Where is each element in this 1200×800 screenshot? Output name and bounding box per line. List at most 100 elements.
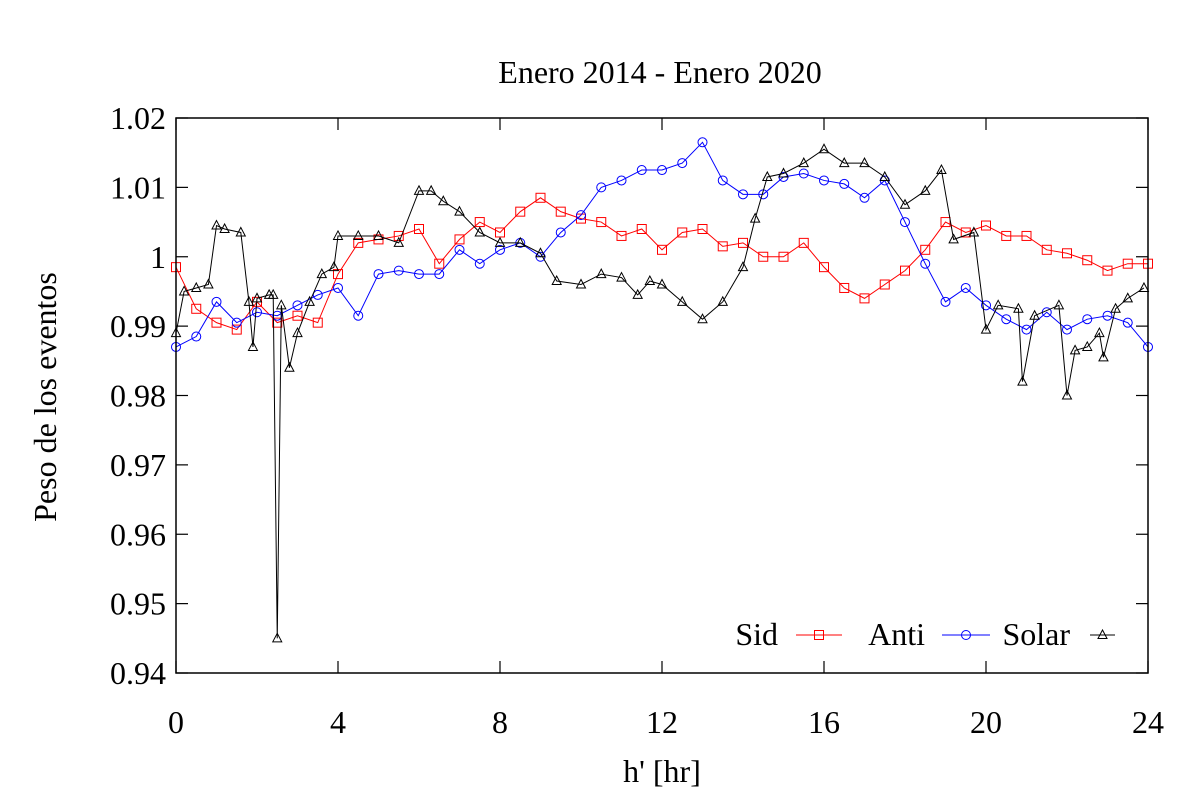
legend-marker-solar bbox=[1097, 628, 1108, 639]
x-tick-label: 12 bbox=[646, 704, 678, 740]
data-point-sid bbox=[535, 192, 546, 203]
data-point-anti bbox=[434, 269, 445, 280]
y-tick-label: 0.98 bbox=[110, 378, 166, 414]
data-point-anti bbox=[333, 282, 343, 293]
data-point-solar bbox=[393, 236, 405, 247]
series-solar bbox=[170, 143, 1150, 643]
data-point-solar bbox=[494, 236, 506, 247]
data-point-solar bbox=[474, 226, 486, 237]
data-point-anti bbox=[495, 244, 505, 255]
data-point-sid bbox=[636, 224, 647, 234]
data-point-solar bbox=[413, 184, 425, 195]
data-point-sid bbox=[616, 230, 627, 241]
data-point-sid bbox=[819, 262, 829, 273]
data-point-solar bbox=[514, 236, 526, 247]
data-point-solar bbox=[243, 295, 255, 306]
data-point-solar bbox=[936, 163, 947, 175]
data-point-anti bbox=[900, 217, 910, 228]
data-point-anti bbox=[677, 158, 688, 169]
data-point-sid bbox=[1041, 244, 1052, 255]
series-line-solar bbox=[175, 148, 1145, 639]
data-point-sid bbox=[454, 234, 465, 245]
y-tick-label: 0.94 bbox=[110, 655, 166, 691]
data-point-sid bbox=[1021, 230, 1032, 241]
data-point-anti bbox=[454, 244, 465, 255]
data-point-sid bbox=[353, 237, 364, 248]
data-point-solar bbox=[1017, 375, 1028, 386]
data-point-anti bbox=[839, 178, 850, 189]
data-point-anti bbox=[738, 189, 748, 200]
data-point-sid bbox=[1082, 255, 1093, 266]
data-point-anti bbox=[636, 165, 647, 176]
data-point-solar bbox=[535, 247, 546, 258]
data-point-solar bbox=[1094, 326, 1105, 338]
data-point-anti bbox=[1082, 314, 1093, 325]
data-point-sid bbox=[1062, 248, 1072, 259]
data-point-sid bbox=[657, 244, 667, 255]
data-point-solar bbox=[328, 261, 340, 272]
data-point-solar bbox=[697, 313, 708, 324]
data-point-solar bbox=[316, 268, 328, 279]
data-point-anti bbox=[981, 300, 991, 311]
data-point-anti bbox=[819, 175, 829, 186]
data-point-sid bbox=[900, 265, 910, 276]
data-point-solar bbox=[980, 323, 992, 334]
data-point-sid bbox=[859, 293, 870, 304]
legend-marker-anti bbox=[961, 630, 971, 640]
data-point-solar bbox=[219, 222, 230, 233]
data-point-sid bbox=[1102, 265, 1113, 276]
data-point-anti bbox=[596, 182, 607, 193]
data-point-solar bbox=[838, 157, 850, 168]
data-point-sid bbox=[393, 230, 404, 241]
data-point-sid bbox=[879, 279, 890, 290]
data-point-solar bbox=[717, 295, 729, 306]
data-point-solar bbox=[1081, 340, 1093, 351]
data-point-anti bbox=[252, 307, 262, 318]
data-point-anti bbox=[414, 269, 424, 280]
data-point-anti bbox=[555, 227, 566, 238]
data-point-solar bbox=[595, 268, 607, 279]
data-point-solar bbox=[271, 632, 283, 643]
data-point-sid bbox=[839, 282, 850, 293]
data-point-solar bbox=[1110, 302, 1121, 313]
data-point-sid bbox=[272, 317, 283, 328]
data-point-anti bbox=[312, 289, 323, 300]
data-point-anti bbox=[576, 210, 586, 221]
data-point-solar bbox=[644, 274, 656, 286]
data-point-sid bbox=[191, 303, 202, 314]
data-point-solar bbox=[1053, 299, 1065, 310]
data-point-solar bbox=[1098, 351, 1109, 362]
data-point-sid bbox=[292, 310, 303, 321]
data-point-solar bbox=[676, 295, 688, 306]
data-point-solar bbox=[425, 184, 437, 195]
data-point-sid bbox=[920, 244, 931, 255]
data-point-solar bbox=[284, 361, 295, 372]
y-axis-label: Peso de los eventos bbox=[27, 272, 63, 522]
data-point-solar bbox=[798, 157, 810, 168]
data-point-sid bbox=[312, 317, 323, 328]
data-point-anti bbox=[353, 310, 364, 321]
data-point-solar bbox=[859, 157, 870, 168]
data-point-anti bbox=[616, 175, 627, 186]
legend: Sid Anti Solar bbox=[735, 616, 1115, 652]
data-point-anti bbox=[191, 331, 202, 342]
data-point-anti bbox=[231, 317, 242, 328]
y-tick-label: 0.99 bbox=[110, 308, 166, 344]
data-point-solar bbox=[761, 170, 773, 181]
data-point-solar bbox=[1061, 389, 1073, 400]
chart-title: Enero 2014 - Enero 2020 bbox=[498, 54, 821, 90]
data-point-anti bbox=[960, 282, 971, 293]
data-point-solar bbox=[778, 167, 789, 178]
data-point-anti bbox=[798, 168, 809, 179]
data-point-solar bbox=[267, 288, 279, 299]
data-point-solar bbox=[551, 274, 563, 286]
legend-label-sid: Sid bbox=[735, 616, 778, 652]
y-tick-label: 1.01 bbox=[110, 169, 166, 205]
series-layer bbox=[170, 137, 1153, 643]
data-point-sid bbox=[798, 237, 809, 248]
data-point-anti bbox=[859, 192, 870, 203]
x-tick-label: 4 bbox=[330, 704, 346, 740]
data-point-anti bbox=[272, 310, 283, 321]
data-point-anti bbox=[393, 265, 404, 276]
